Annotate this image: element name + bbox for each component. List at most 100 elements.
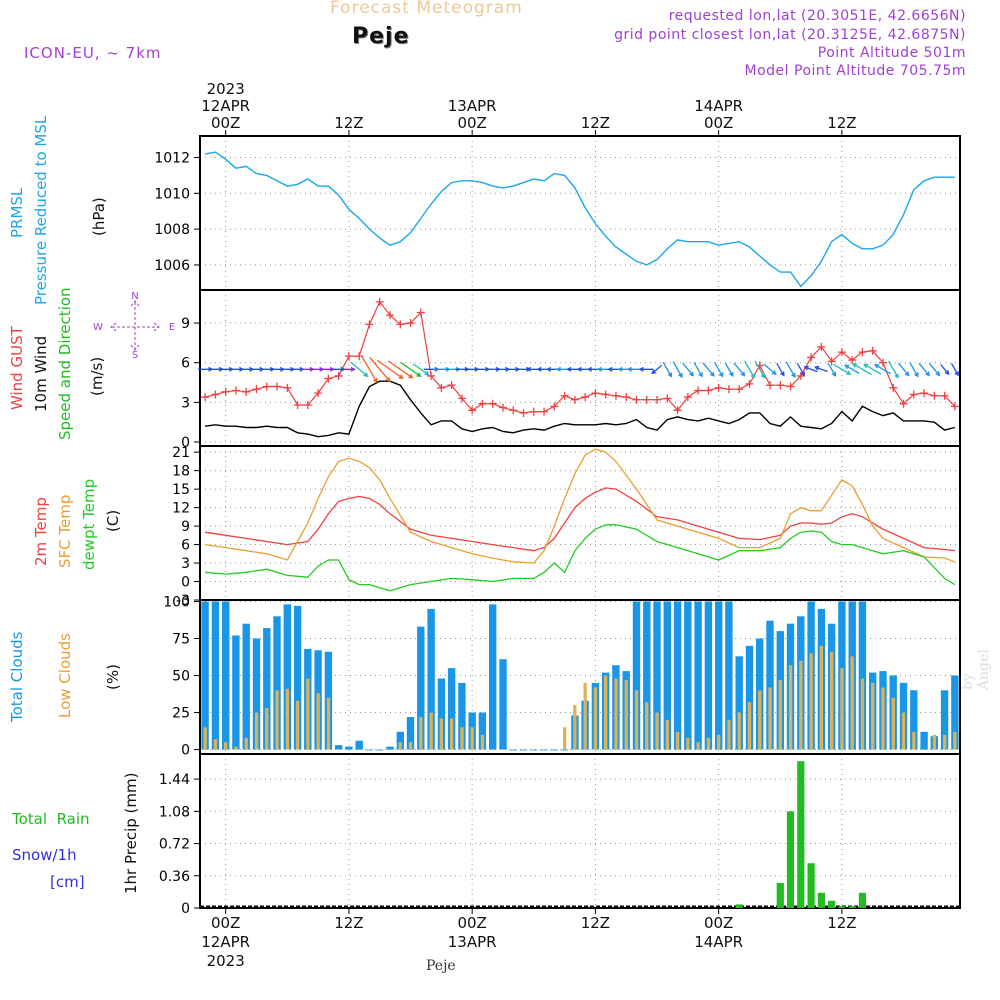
low-cloud-bar — [244, 737, 248, 750]
ytick-label-temperature: 3 — [181, 556, 190, 572]
ytick-label-clouds: 75 — [172, 632, 190, 648]
total-cloud-bar — [509, 749, 517, 751]
gust-marker — [817, 342, 826, 351]
wind-arrow — [369, 356, 391, 383]
low-cloud-bar — [953, 731, 957, 750]
total-cloud-bar — [396, 731, 404, 750]
ytick-label-temperature: -3 — [176, 593, 190, 609]
wind-arrow — [803, 365, 818, 373]
wind-arrow — [827, 362, 837, 377]
total-cloud-bar — [910, 690, 918, 750]
low-cloud-bar — [830, 651, 834, 750]
wind-arrow — [909, 362, 919, 378]
ytick-label-clouds: 100 — [163, 594, 190, 610]
ytick-label-wind: 3 — [181, 395, 190, 411]
low-cloud-bar — [480, 734, 485, 750]
pressure-line — [204, 151, 955, 288]
rain-bar — [735, 904, 743, 908]
total-cloud-bar — [694, 601, 702, 750]
wind-arrow — [662, 361, 673, 378]
wind-arrow — [763, 364, 777, 375]
wind-arrow — [412, 363, 430, 376]
low-cloud-bar — [624, 680, 628, 750]
compass-arrows — [110, 300, 160, 351]
gust-marker — [889, 383, 898, 392]
total-cloud-bar — [345, 746, 353, 750]
gust-marker — [529, 407, 538, 416]
gust-marker — [365, 320, 374, 329]
gust-marker — [293, 401, 302, 410]
wind-arrow — [361, 356, 378, 384]
wind-arrow — [302, 366, 315, 372]
total-cloud-bar — [858, 601, 867, 750]
total-cloud-bar — [663, 601, 671, 750]
ytick-label-wind: 0 — [181, 435, 190, 451]
ytick-label-pressure: 1012 — [154, 150, 190, 166]
gust-marker — [745, 379, 754, 388]
wind-arrow — [350, 361, 369, 378]
low-cloud-bar — [275, 690, 279, 750]
total-cloud-bar — [920, 731, 928, 750]
time-label-bottom: 00Z — [457, 914, 486, 932]
gust-marker — [766, 381, 774, 390]
wind-arrow — [387, 360, 414, 379]
gust-marker — [355, 352, 364, 361]
total-cloud-bar — [283, 604, 291, 750]
gust-marker — [570, 395, 579, 404]
low-cloud-bar — [306, 678, 310, 750]
gust-marker — [673, 406, 682, 415]
snow-label: Snow/1h — [12, 846, 77, 864]
wind-arrow — [851, 363, 873, 376]
low-cloud-bar — [398, 742, 402, 750]
gust-marker — [447, 381, 456, 390]
gust-marker — [303, 401, 312, 410]
wind-arrow — [313, 366, 325, 372]
time-label-bottom: 14APR — [694, 933, 743, 951]
total-cloud-bar — [458, 682, 466, 750]
wind-arrow — [863, 363, 882, 375]
total-cloud-bar — [643, 601, 651, 750]
gust-marker — [406, 319, 415, 328]
time-label-top: 12Z — [334, 114, 363, 132]
total-cloud-bar — [499, 659, 507, 750]
wind-arrow — [874, 364, 892, 375]
low-cloud-bar — [450, 718, 454, 750]
wind-arrow — [332, 366, 346, 372]
dew-line — [205, 524, 956, 592]
total-cloud-bar — [201, 601, 209, 750]
rain-bar — [797, 761, 805, 908]
total-cloud-bar — [704, 601, 713, 750]
time-label-top: 00Z — [457, 114, 486, 132]
gust-marker — [581, 393, 590, 402]
time-label-top: 2023 — [207, 80, 245, 98]
wind-arrow — [733, 362, 746, 377]
low-cloud-bar — [758, 690, 762, 750]
wind-arrow — [744, 360, 755, 379]
low-cloud-bar — [768, 687, 772, 750]
wind-arrow — [776, 362, 785, 377]
low-cloud-bar — [799, 660, 803, 750]
gust-marker — [488, 399, 497, 408]
rain-label: Total Rain — [12, 810, 90, 828]
gust-marker — [837, 348, 846, 357]
low-cloud-bar — [891, 697, 895, 750]
gust-marker — [273, 382, 282, 391]
model-altitude: Model Point Altitude 705.75m — [744, 63, 966, 79]
gust-marker — [848, 356, 857, 365]
gust-marker — [242, 387, 251, 396]
model-name: ICON-EU, ~ 7km — [24, 44, 162, 62]
gust-marker — [427, 371, 436, 380]
wind-line — [205, 380, 956, 438]
ytick-label-temperature: 18 — [172, 464, 190, 480]
gust-marker — [468, 406, 477, 415]
gust-marker — [540, 407, 549, 416]
gust-marker — [211, 390, 220, 399]
total-cloud-bar — [725, 601, 733, 750]
low-cloud-bar — [840, 668, 844, 750]
total-cloud-bar — [376, 749, 384, 751]
panel-frame-temperature — [199, 445, 961, 601]
gust-marker — [201, 393, 210, 402]
app-title: Forecast Meteogram — [330, 0, 523, 18]
gust-marker — [314, 389, 323, 398]
footer-location: Peje — [426, 958, 456, 974]
